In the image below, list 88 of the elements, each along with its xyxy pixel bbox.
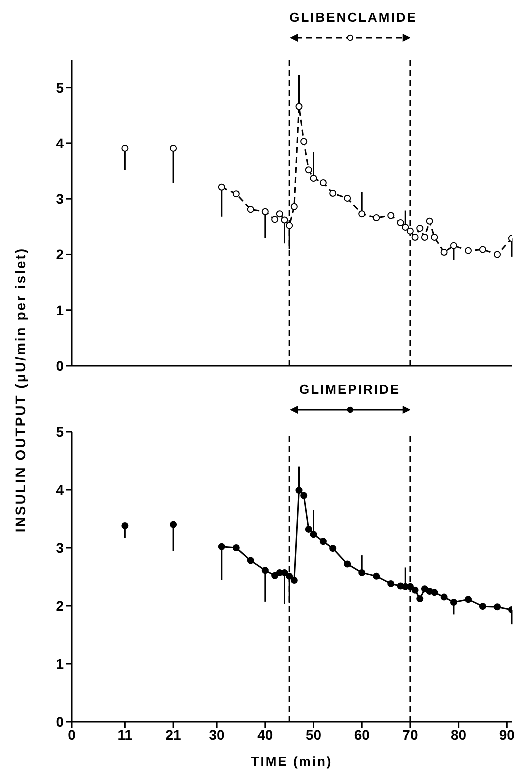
point — [494, 251, 501, 258]
x-tick-label: 50 — [306, 726, 322, 743]
point — [281, 216, 288, 224]
x-axis-title: TIME (min) — [251, 754, 333, 769]
point — [388, 212, 395, 220]
x-tick-label: 0 — [68, 726, 76, 743]
point — [272, 572, 279, 580]
point — [320, 179, 327, 186]
point — [290, 576, 298, 584]
point — [358, 210, 366, 218]
point — [388, 580, 395, 588]
y-tick-label: 3 — [56, 540, 64, 556]
point — [412, 234, 419, 241]
point — [402, 224, 410, 231]
x-tick-label: 80 — [451, 726, 467, 743]
x-tick-label: 40 — [258, 726, 274, 743]
point — [262, 567, 269, 574]
point — [431, 589, 438, 596]
point — [218, 184, 226, 191]
point — [397, 220, 404, 227]
point — [218, 543, 226, 550]
point — [170, 144, 178, 152]
point — [494, 604, 501, 611]
point — [232, 544, 240, 552]
point — [170, 521, 178, 528]
point — [421, 234, 428, 241]
y-tick-label: 0 — [56, 358, 64, 374]
point — [440, 594, 448, 601]
point — [300, 492, 308, 500]
x-tick-label: 11 — [118, 726, 133, 743]
y-tick-label: 2 — [56, 598, 64, 614]
y-tick-label: 4 — [56, 482, 64, 498]
point — [276, 210, 284, 218]
point — [310, 175, 318, 182]
point — [232, 190, 240, 198]
point — [330, 545, 337, 552]
point — [247, 206, 254, 214]
point — [450, 242, 458, 250]
point — [416, 596, 424, 603]
point — [290, 203, 298, 210]
text: GLIBENCLAMIDE — [290, 10, 418, 25]
point — [358, 569, 366, 576]
point — [300, 138, 308, 146]
point — [247, 557, 254, 564]
y-tick-label: 1 — [56, 656, 64, 672]
point — [262, 208, 269, 216]
point — [305, 166, 312, 174]
point — [296, 103, 303, 110]
point — [286, 222, 294, 230]
y-axis-title: INSULIN OUTPUT (μU/min per islet) — [13, 247, 30, 533]
x-tick-label: 90 — [499, 726, 516, 743]
x-tick-label: 70 — [402, 726, 418, 743]
point — [431, 234, 438, 241]
point — [373, 572, 380, 580]
point — [272, 216, 279, 224]
point — [122, 144, 129, 152]
y-tick-label: 0 — [56, 714, 64, 730]
point — [320, 538, 327, 546]
point — [281, 569, 288, 576]
point — [416, 225, 424, 232]
point — [412, 586, 419, 594]
y-tick-label: 5 — [56, 424, 64, 440]
point — [464, 596, 472, 604]
point — [450, 599, 458, 606]
x-tick-label: 60 — [354, 726, 370, 743]
point — [330, 190, 337, 198]
point — [426, 218, 434, 225]
point — [122, 522, 129, 530]
point — [296, 487, 303, 494]
point — [373, 214, 380, 222]
point — [440, 249, 448, 256]
point — [479, 603, 486, 610]
point — [310, 531, 318, 538]
y-tick-label: 1 — [56, 302, 64, 318]
point — [344, 195, 352, 202]
point — [406, 228, 414, 235]
x-tick-label: 21 — [166, 726, 182, 743]
text: GLIMEPIRIDE — [298, 382, 402, 397]
y-tick-label: 3 — [56, 191, 64, 208]
x-tick-label: 30 — [209, 726, 226, 743]
y-tick-label: 5 — [56, 80, 64, 96]
y-tick-label: 4 — [56, 135, 64, 152]
point — [344, 560, 352, 568]
y-tick-label: 2 — [56, 246, 64, 263]
point — [479, 246, 486, 254]
point — [464, 247, 472, 254]
point — [305, 526, 312, 533]
point — [286, 572, 294, 580]
